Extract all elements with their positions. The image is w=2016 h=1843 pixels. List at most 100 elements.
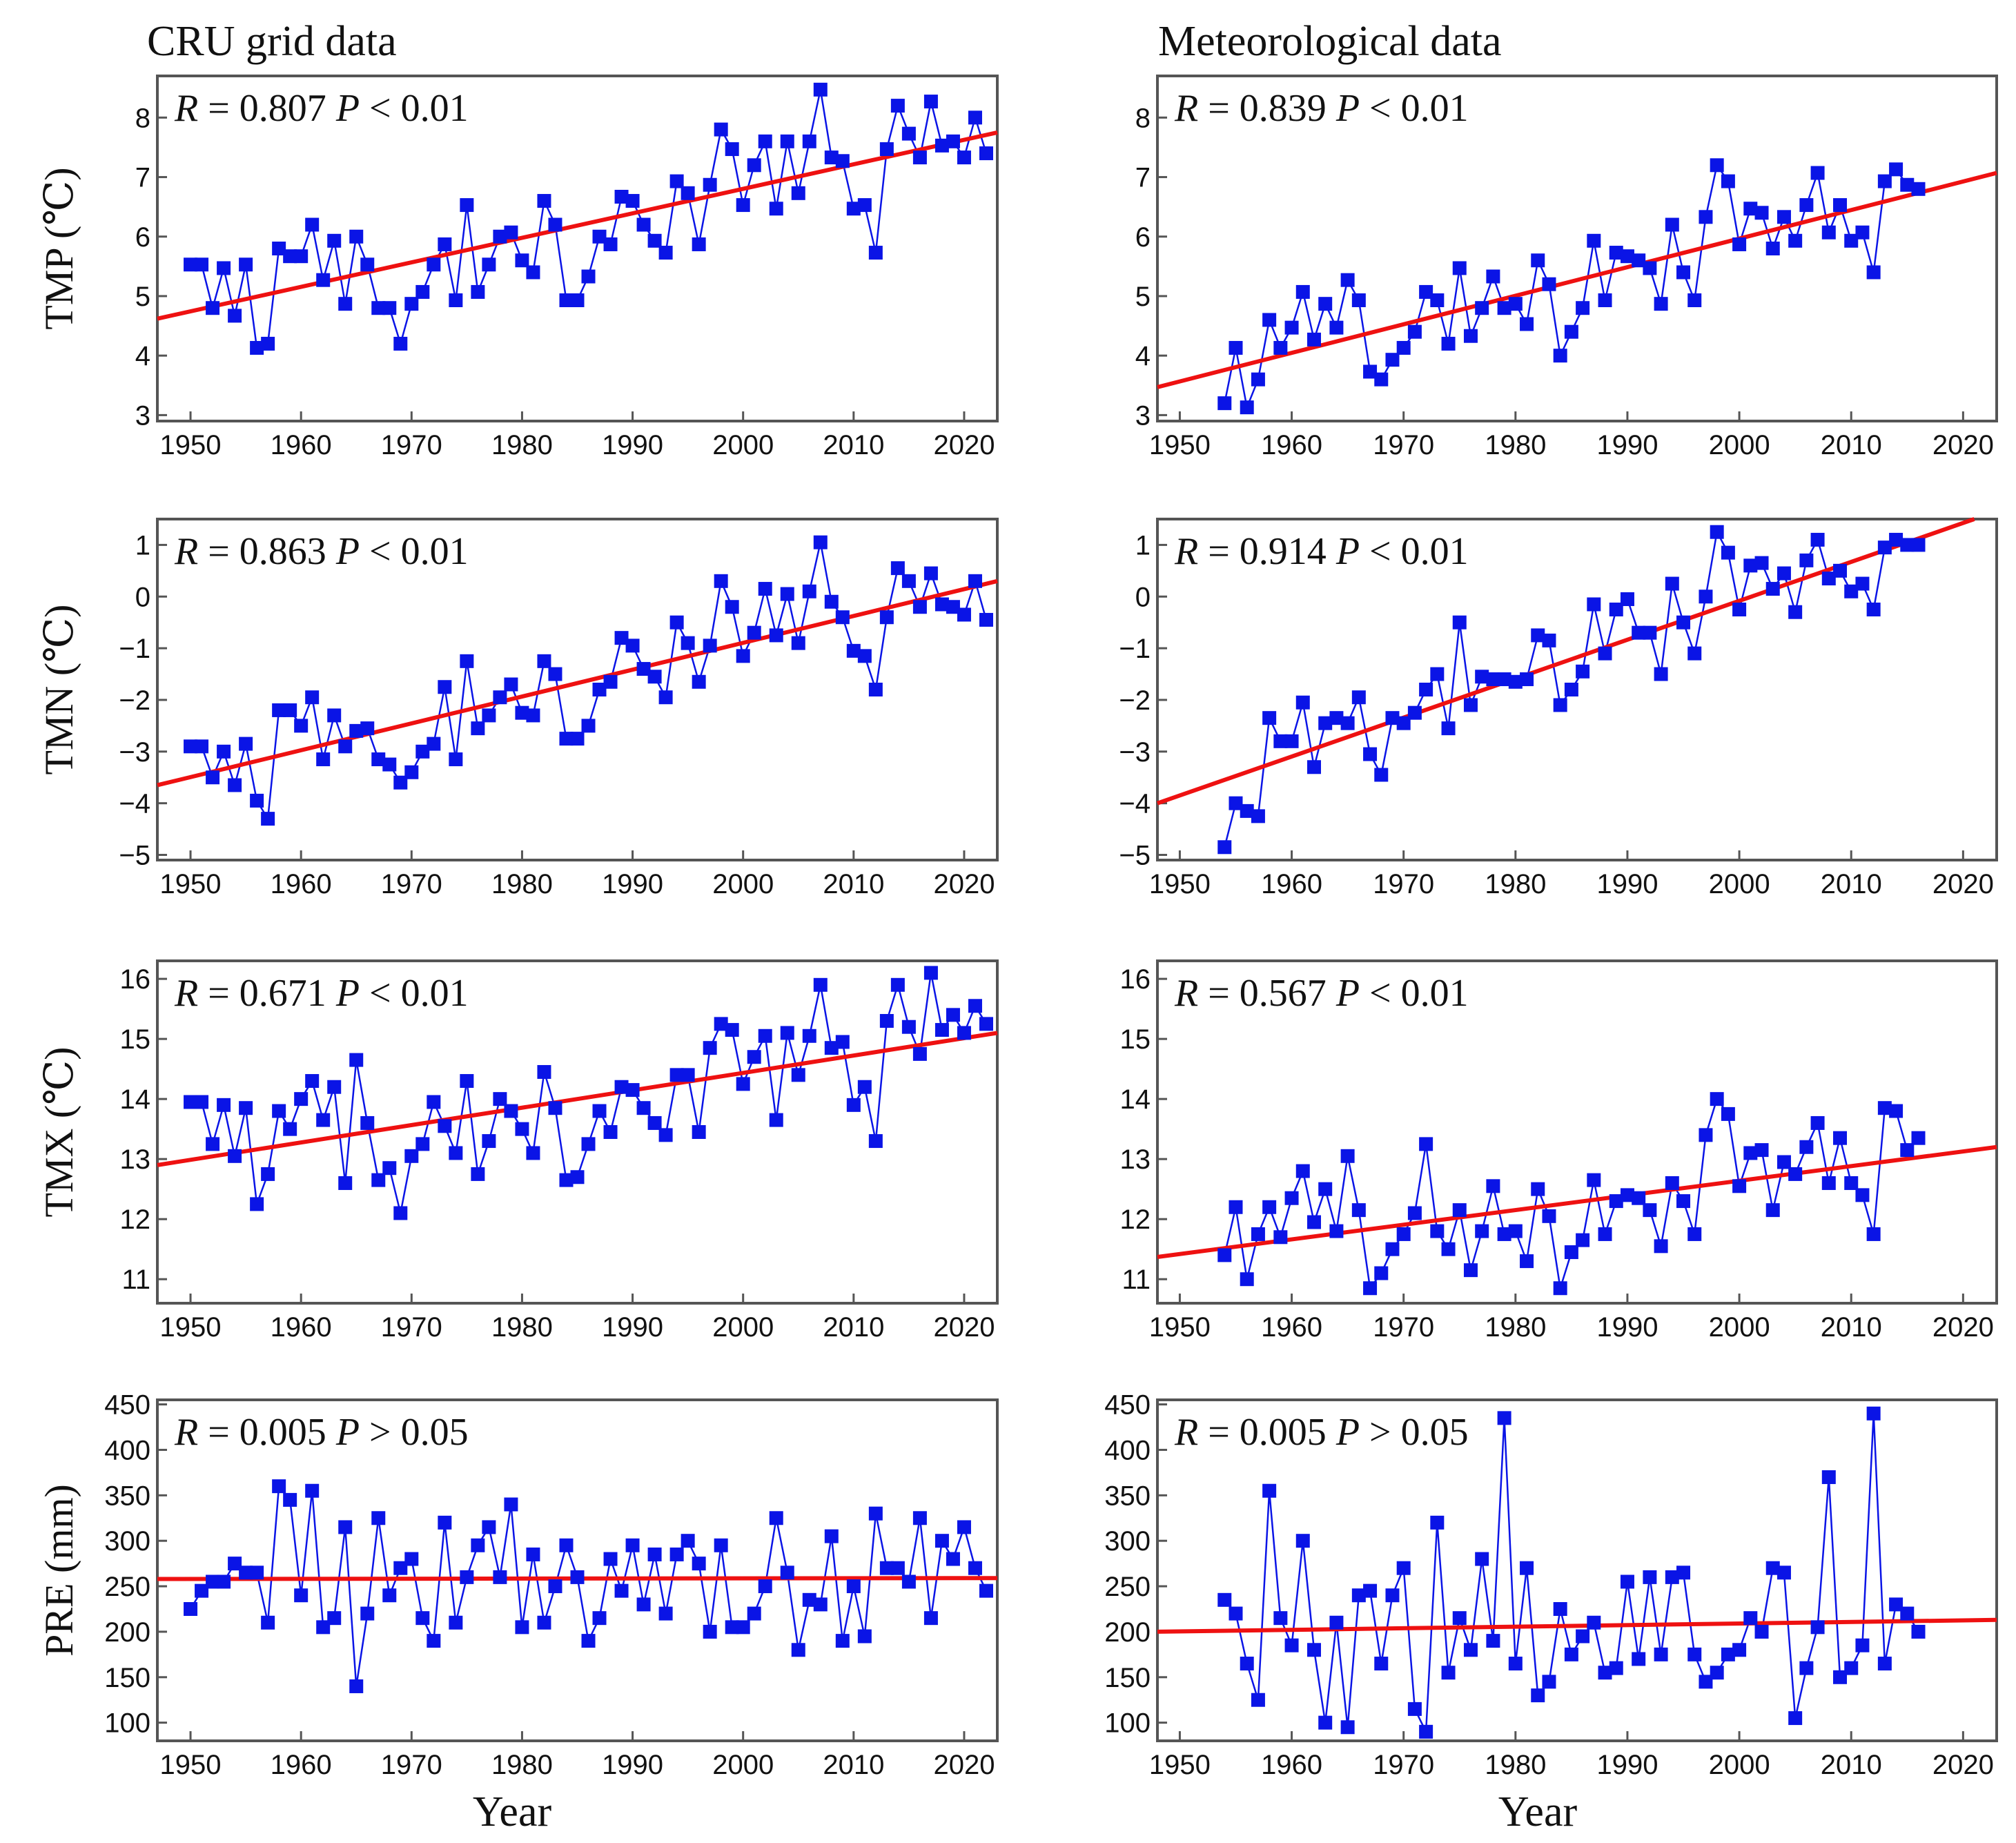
y-tick-label: 4	[1135, 341, 1151, 371]
data-point	[1262, 1483, 1277, 1498]
x-tick-label: 2000	[1709, 869, 1770, 899]
data-point	[1777, 1566, 1791, 1580]
data-point	[570, 293, 585, 307]
y-tick-label: 0	[135, 582, 150, 612]
x-tick-label: 1950	[1149, 869, 1211, 899]
data-point	[195, 1095, 209, 1109]
data-point	[802, 134, 816, 148]
x-tick-label: 1990	[602, 869, 663, 899]
data-point	[1810, 1620, 1825, 1635]
y-tick-label: 450	[1104, 1390, 1151, 1421]
data-point	[758, 582, 772, 596]
x-tick-label: 1970	[381, 430, 442, 460]
data-point	[1620, 249, 1634, 264]
data-point	[835, 610, 850, 625]
data-point	[504, 1497, 518, 1512]
data-point	[1676, 1566, 1691, 1580]
x-tick-label: 1950	[160, 1750, 222, 1780]
data-point	[1217, 1248, 1232, 1262]
stat-p-symbol: P	[335, 1411, 360, 1454]
data-point	[1229, 796, 1243, 810]
data-point	[1687, 293, 1702, 307]
data-point	[438, 1119, 452, 1133]
x-tick-label: 1960	[1261, 1312, 1322, 1343]
data-point	[1799, 553, 1814, 567]
stat-p-value: > 0.05	[360, 1411, 469, 1454]
data-point	[1531, 1182, 1545, 1196]
data-point	[923, 966, 938, 980]
data-point	[272, 1104, 286, 1118]
data-point	[592, 1104, 607, 1118]
data-point	[1676, 265, 1691, 280]
data-point	[669, 1068, 684, 1082]
data-point	[581, 1137, 596, 1151]
data-point	[1229, 1200, 1243, 1214]
panel-cru-tmp: 1950 1960 1970 1980 1990 2000 2010 2020 3 4 5 6 7 8 TM…	[37, 75, 999, 460]
data-point	[669, 174, 684, 188]
data-point	[692, 237, 706, 251]
data-point	[1262, 1200, 1277, 1214]
x-tick-label: 1970	[1373, 1750, 1434, 1780]
data-point	[548, 217, 562, 232]
data-point	[681, 1068, 695, 1082]
data-point	[1363, 1583, 1378, 1598]
data-point	[1911, 1131, 1926, 1145]
data-point	[1318, 716, 1333, 730]
data-point	[1351, 690, 1366, 705]
data-point	[934, 597, 949, 612]
data-point	[957, 607, 971, 622]
x-tick-label: 1950	[1149, 1750, 1211, 1780]
y-tick-label: 14	[1120, 1084, 1151, 1115]
data-point	[636, 1597, 651, 1612]
data-point	[471, 721, 485, 736]
data-point	[526, 1547, 540, 1561]
x-axis-label-meteorological: Year	[1498, 1788, 1578, 1835]
data-point	[1877, 1101, 1892, 1115]
data-point	[382, 301, 397, 315]
data-point	[206, 770, 220, 785]
data-point	[1799, 1661, 1814, 1675]
data-point	[703, 1624, 717, 1639]
data-point	[1855, 1638, 1870, 1652]
data-point	[1889, 1597, 1904, 1612]
data-point	[1721, 1647, 1735, 1661]
data-point	[1620, 1188, 1634, 1202]
data-point	[979, 612, 993, 627]
stat-r-value: = 0.839	[1198, 87, 1336, 130]
data-point	[614, 190, 629, 204]
data-point	[559, 1538, 574, 1552]
data-point	[1441, 721, 1456, 736]
data-point	[493, 1570, 507, 1584]
data-point	[482, 708, 496, 723]
y-tick-label: 450	[104, 1390, 150, 1421]
data-point	[570, 732, 585, 746]
data-point	[504, 1104, 518, 1118]
data-point	[1833, 1131, 1848, 1145]
data-point	[736, 1620, 750, 1635]
data-point	[1643, 625, 1657, 640]
data-point	[714, 122, 728, 137]
data-point	[1576, 664, 1590, 679]
data-point	[603, 237, 618, 251]
data-point	[427, 1634, 441, 1648]
data-point	[1407, 705, 1422, 720]
data-point	[1251, 372, 1265, 387]
data-point	[879, 1014, 894, 1028]
y-axis-label: TMN (℃)	[37, 605, 81, 775]
data-point	[272, 703, 286, 717]
data-point	[923, 1611, 938, 1626]
data-point	[338, 297, 353, 311]
data-point	[1721, 1106, 1735, 1121]
data-point	[658, 690, 673, 705]
data-point	[1396, 340, 1411, 355]
data-point	[1911, 182, 1926, 196]
data-point	[857, 198, 872, 213]
data-point	[1866, 1227, 1881, 1241]
data-point	[1609, 602, 1623, 616]
data-point	[305, 1074, 320, 1089]
y-tick-label: 3	[135, 400, 150, 431]
data-point	[1732, 602, 1747, 616]
data-point	[846, 1098, 861, 1112]
data-point	[1900, 1606, 1915, 1621]
data-point	[669, 615, 684, 630]
